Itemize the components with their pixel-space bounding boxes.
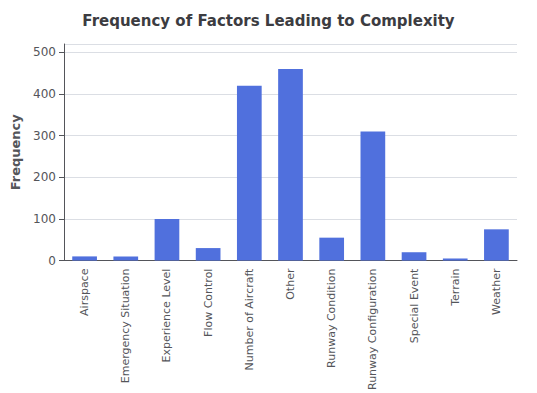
svg-text:Terrain: Terrain <box>449 269 462 307</box>
svg-text:Frequency of Factors Leading t: Frequency of Factors Leading to Complexi… <box>82 12 455 30</box>
svg-text:Runway Condition: Runway Condition <box>325 269 338 368</box>
svg-text:Emergency Situation: Emergency Situation <box>119 269 132 384</box>
svg-text:Number of Aircraft: Number of Aircraft <box>243 268 256 371</box>
svg-text:0: 0 <box>48 254 56 268</box>
svg-text:Weather: Weather <box>490 268 503 315</box>
svg-text:Experience Level: Experience Level <box>160 269 173 363</box>
svg-text:Airspace: Airspace <box>78 268 91 316</box>
svg-text:Flow Control: Flow Control <box>202 269 215 337</box>
svg-text:400: 400 <box>33 87 56 101</box>
svg-text:Frequency: Frequency <box>8 114 23 191</box>
svg-text:200: 200 <box>33 170 56 184</box>
svg-text:Other: Other <box>284 268 297 300</box>
svg-text:100: 100 <box>33 212 56 226</box>
svg-text:300: 300 <box>33 129 56 143</box>
svg-text:Runway Configuration: Runway Configuration <box>366 269 379 390</box>
svg-text:500: 500 <box>33 45 56 59</box>
svg-text:Special Event: Special Event <box>408 268 421 343</box>
